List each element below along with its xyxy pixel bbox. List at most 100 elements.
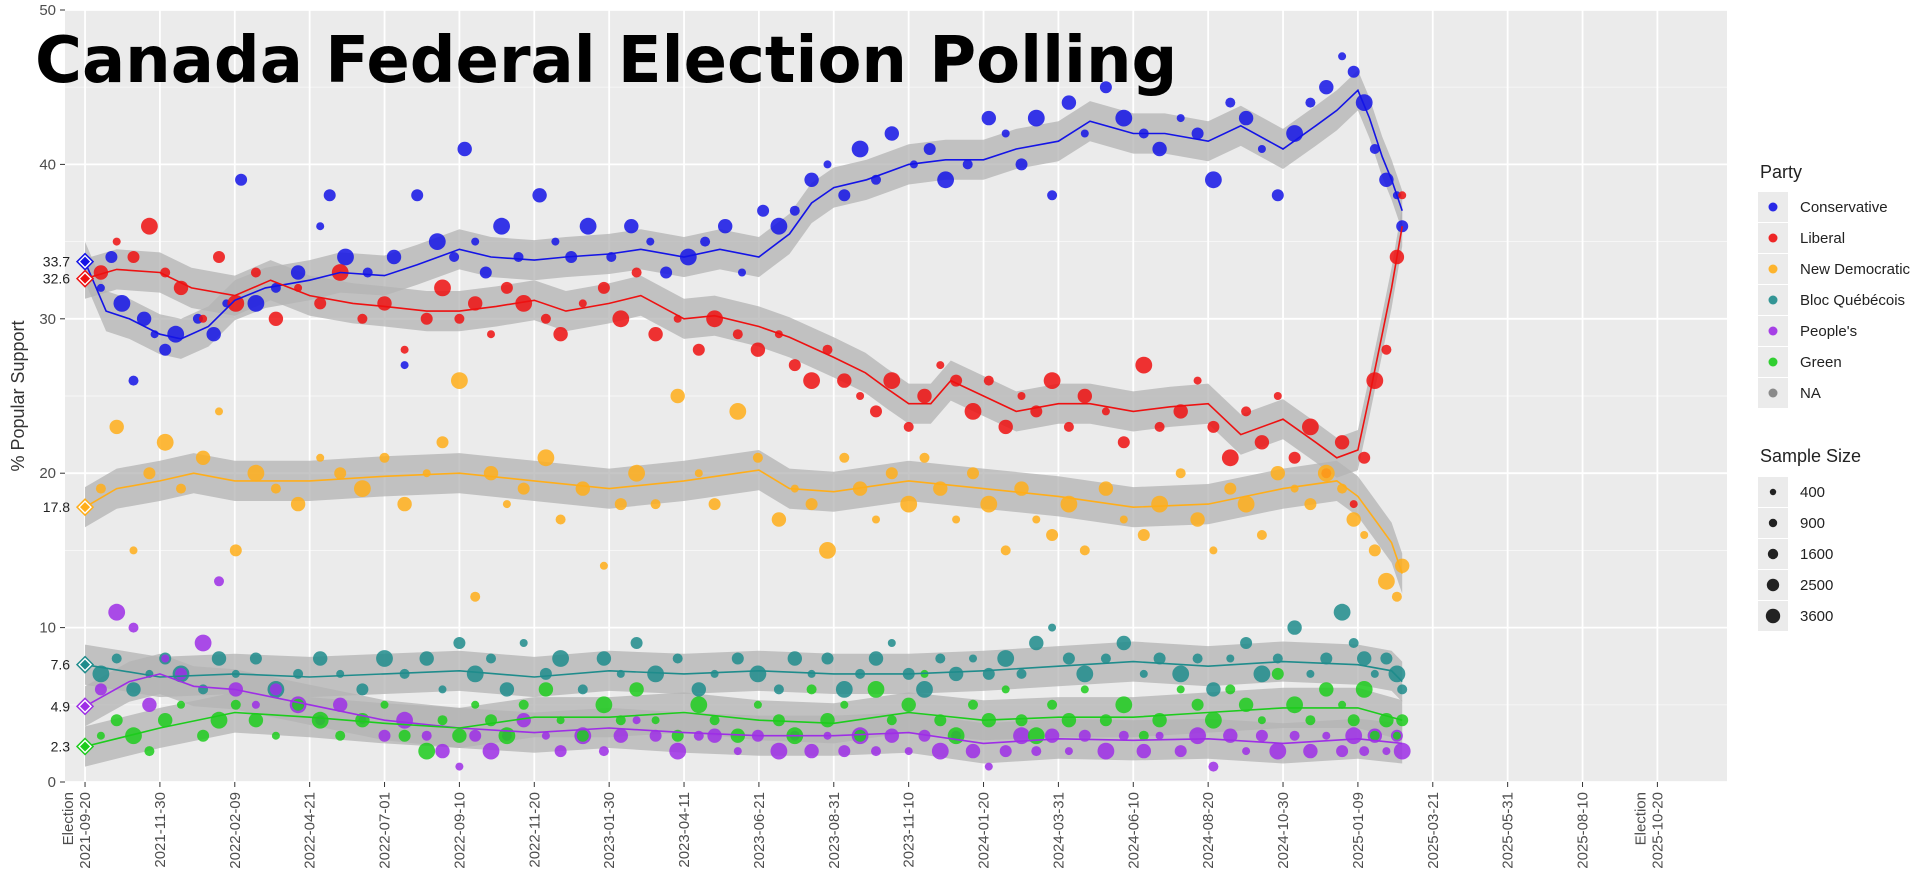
conservative-poll-point [679,248,697,266]
bloc-qu-b-cois-poll-point [807,669,816,678]
new-democratic-poll-point [1046,529,1059,541]
bloc-qu-b-cois-poll-point [835,681,853,698]
y-tick-label: 40 [39,156,56,173]
liberal-poll-point [964,403,982,420]
bloc-qu-b-cois-poll-point [647,665,664,683]
green-poll-point [772,714,785,727]
new-democratic-poll-point [1256,530,1267,540]
new-democratic-poll-point [517,482,530,495]
conservative-poll-point [884,126,899,141]
x-tick-label: 2025-05-31 [1500,792,1517,869]
people-s-poll-point [554,745,567,758]
conservative-poll-point [718,219,733,234]
new-democratic-poll-point [952,515,961,524]
conservative-legend-key [1768,202,1778,212]
conservative-poll-point [962,159,973,170]
green-ribbon [85,687,1403,767]
conservative-trend-line [84,88,1403,340]
bloc-qu-b-cois-poll-point [1048,623,1057,632]
green-poll-point [1347,714,1360,727]
conservative-poll-point [167,325,185,343]
green-poll-point [452,728,467,743]
liberal-poll-point [199,314,208,323]
new-democratic-poll-point [290,496,306,512]
people-s-poll-point [649,729,662,742]
green-poll-point [1001,685,1010,694]
bloc-qu-b-cois-poll-point [198,684,209,695]
conservative-poll-point [247,295,265,312]
liberal-legend-label: Liberal [1800,230,1845,247]
conservative-poll-point [400,361,409,370]
bloc-qu-b-cois-poll-point [710,669,719,678]
new-democratic-poll-point [885,467,898,480]
bloc-qu-b-cois-poll-point [453,637,466,649]
bloc-qu-b-cois-poll-point [1397,684,1408,695]
people-s-poll-point [214,576,224,587]
people-s-poll-point [396,711,413,729]
bloc-qu-b-cois-poll-point [773,684,784,695]
new-democratic-poll-point [483,466,499,481]
new-democratic-poll-point [537,449,555,467]
conservative-poll-point [493,217,510,235]
conservative-poll-point [1015,158,1028,171]
bloc-qu-b-cois-poll-point [787,651,802,666]
x-tick-label: 2024-03-31 [1050,792,1067,869]
conservative-poll-point [159,343,172,356]
people-s-trend-line [84,673,1403,745]
green-poll-point [1392,731,1401,740]
size-legend-label: 400 [1800,484,1825,501]
liberal-poll-point [268,311,284,326]
new-democratic-poll-point [919,452,930,463]
new-democratic-poll-point [1175,468,1186,479]
liberal-poll-point [540,313,551,324]
liberal-poll-point [732,329,743,340]
liberal-poll-point [487,330,495,339]
green-poll-point [1319,682,1334,697]
bloc-qu-b-cois-poll-point [211,651,227,666]
conservative-poll-point [96,283,105,292]
green-poll-point [125,727,142,745]
people-s-poll-point [1255,729,1268,742]
y-tick-label: 0 [48,774,56,791]
liberal-poll-point [1358,451,1371,464]
legend-party-title: Party [1760,162,1802,182]
liberal-poll-point [1193,376,1202,385]
y-tick-label: 50 [39,2,56,19]
conservative-poll-point [1347,65,1360,78]
new-democratic-trend-line [84,469,1403,574]
conservative-poll-point [789,205,800,216]
new-democratic-poll-point [1368,544,1381,557]
bloc-qu-b-cois-poll-point [596,651,612,666]
new-democratic-poll-point [1119,515,1128,524]
new-democratic-election-marker [80,502,91,513]
new-democratic-poll-point [980,495,998,513]
green-poll-point [556,716,565,725]
green-poll-point [1369,730,1380,741]
people-s-poll-point [1336,745,1349,758]
bloc-qu-b-cois-poll-point [1320,652,1333,665]
new-democratic-poll-point [708,498,721,511]
bloc-qu-b-cois-poll-point [356,683,369,696]
bloc-qu-b-cois-poll-point [1380,652,1393,665]
liberal-poll-point [648,327,663,342]
liberal-poll-point [631,267,642,278]
people-s-poll-point [613,728,628,743]
green-poll-point [651,716,660,725]
green-poll-point [1027,727,1045,745]
green-poll-point [730,728,745,743]
conservative-poll-point [1176,114,1185,123]
people-s-poll-point [1393,742,1411,760]
new-democratic-poll-point [1000,545,1011,556]
x-tick-label: 2023-01-30 [601,792,618,869]
bloc-qu-b-cois-poll-point [111,653,122,664]
bloc-qu-b-cois-poll-point [1153,652,1166,665]
green-poll-point [820,713,835,728]
x-tick-label: 2022-07-01 [377,792,394,869]
conservative-poll-point [136,311,152,326]
liberal-poll-point [377,296,392,311]
conservative-election-marker [80,256,91,267]
liberal-poll-point [856,392,865,400]
poll-points [92,52,1411,772]
green-poll-point [1115,696,1133,714]
people-s-poll-point [918,729,931,742]
